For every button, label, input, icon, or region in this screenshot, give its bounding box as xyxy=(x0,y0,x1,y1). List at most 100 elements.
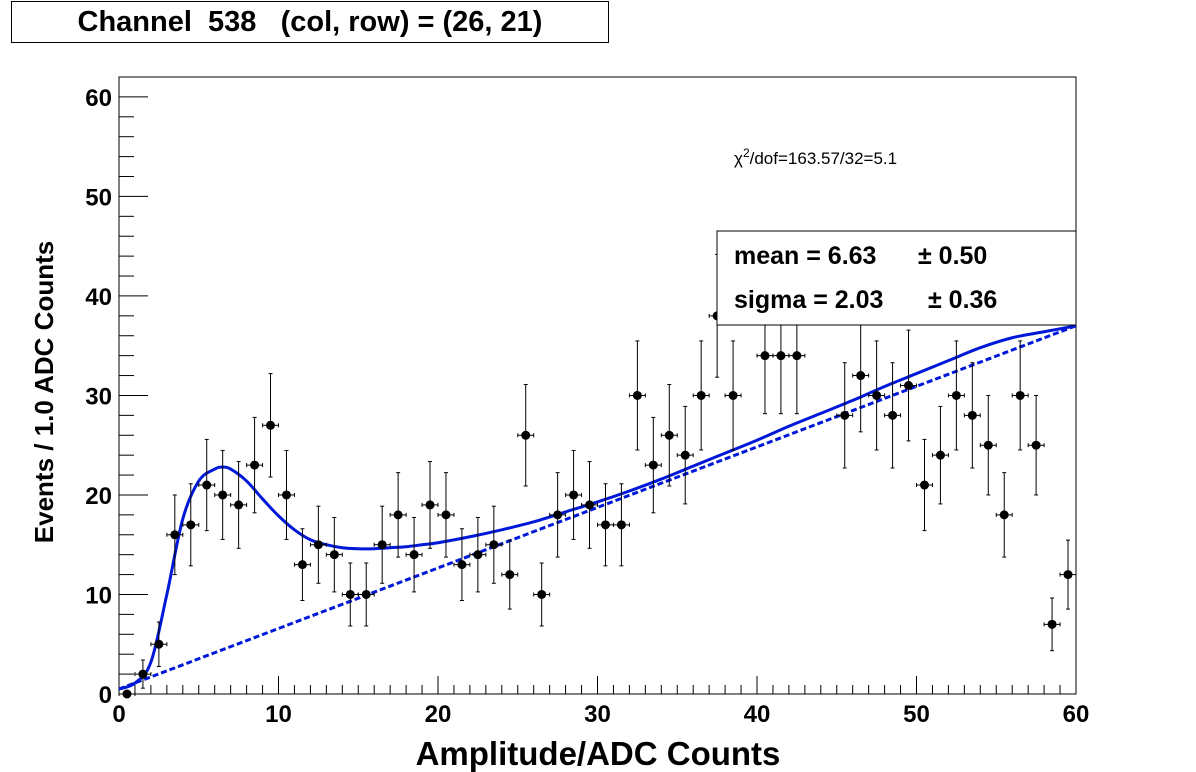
data-point xyxy=(373,505,391,584)
point-marker xyxy=(361,589,371,599)
data-point xyxy=(182,483,200,567)
data-point xyxy=(453,528,471,602)
point-marker xyxy=(776,351,786,361)
point-marker xyxy=(122,689,132,699)
x-tick-label: 30 xyxy=(584,701,611,728)
data-point xyxy=(389,472,407,558)
background-line xyxy=(118,324,1077,691)
data-point xyxy=(485,505,503,584)
data-point xyxy=(198,438,216,532)
point-marker xyxy=(680,450,690,460)
point-marker xyxy=(983,440,993,450)
point-marker xyxy=(632,390,642,400)
data-point xyxy=(230,461,248,549)
chi-superscript: 2 xyxy=(743,146,750,160)
y-tick-label: 10 xyxy=(85,582,112,609)
point-marker xyxy=(489,540,499,550)
data-point xyxy=(565,449,583,540)
point-marker xyxy=(664,430,674,440)
sigma-error: ± 0.36 xyxy=(928,286,997,314)
y-axis-title: Events / 1.0 ADC Counts xyxy=(29,241,59,543)
point-marker xyxy=(999,510,1009,520)
fit-stats-box: mean = 6.63 ± 0.50 sigma = 2.03 ± 0.36 xyxy=(716,230,1077,326)
data-point xyxy=(1027,394,1045,496)
data-point xyxy=(166,494,184,576)
point-marker xyxy=(186,520,196,530)
data-point xyxy=(293,528,311,602)
point-marker xyxy=(696,390,706,400)
data-point xyxy=(947,340,965,451)
data-point xyxy=(325,516,343,593)
sigma-label: sigma = 2.03 xyxy=(734,286,883,314)
data-point xyxy=(150,621,168,667)
point-marker xyxy=(616,520,626,530)
data-point xyxy=(979,394,997,496)
axis-ticks xyxy=(118,76,1077,695)
point-marker xyxy=(600,520,610,530)
data-point xyxy=(692,340,710,451)
data-point xyxy=(836,362,854,469)
y-tick-label: 40 xyxy=(85,284,112,311)
y-tick-label: 20 xyxy=(85,483,112,510)
chi2-annotation: χ2/dof=163.57/32=5.1 xyxy=(734,146,897,168)
point-marker xyxy=(760,351,770,361)
chi-dof-text: /dof=163.57/32=5.1 xyxy=(750,149,897,168)
data-point xyxy=(1011,340,1029,451)
point-marker xyxy=(441,510,451,520)
point-marker xyxy=(1047,619,1057,629)
data-point xyxy=(1059,539,1077,610)
data-point xyxy=(628,340,646,451)
point-marker xyxy=(297,560,307,570)
data-point xyxy=(341,562,359,627)
axis-tick-labels: 0 10 20 30 40 50 60 0 10 20 30 40 50 60 xyxy=(85,85,1089,728)
point-marker xyxy=(218,490,228,500)
x-tick-label: 10 xyxy=(265,701,292,728)
point-marker xyxy=(792,351,802,361)
point-marker xyxy=(1031,440,1041,450)
data-point xyxy=(916,438,933,532)
point-marker xyxy=(281,490,291,500)
data-point xyxy=(852,318,870,433)
point-marker xyxy=(521,430,531,440)
data-point xyxy=(421,461,439,549)
data-point xyxy=(517,384,535,487)
point-marker xyxy=(266,420,276,430)
x-tick-label: 20 xyxy=(425,701,452,728)
data-point xyxy=(533,562,551,627)
point-marker xyxy=(1015,390,1025,400)
data-points xyxy=(118,253,1077,699)
y-tick-label: 50 xyxy=(85,184,112,211)
chart-title: Channel 538 (col, row) = (26, 21) xyxy=(77,5,543,38)
point-marker xyxy=(840,410,850,420)
data-point xyxy=(724,340,742,451)
x-tick-label: 40 xyxy=(744,701,771,728)
data-point xyxy=(309,505,327,584)
data-point xyxy=(676,405,694,505)
data-point xyxy=(437,472,455,558)
point-marker xyxy=(234,500,244,510)
data-point xyxy=(501,539,519,610)
data-point xyxy=(246,416,264,514)
point-marker xyxy=(872,390,882,400)
point-marker xyxy=(313,540,323,550)
point-marker xyxy=(553,510,563,520)
point-marker xyxy=(888,410,898,420)
point-marker xyxy=(951,390,961,400)
data-point xyxy=(900,329,917,442)
point-marker xyxy=(202,480,212,490)
data-point xyxy=(357,562,375,627)
data-point xyxy=(660,384,678,487)
plot-frame xyxy=(118,76,1077,695)
data-point xyxy=(549,472,567,558)
data-point xyxy=(262,373,279,478)
point-marker xyxy=(569,490,579,500)
y-tick-label: 30 xyxy=(85,383,112,410)
mean-label: mean = 6.63 xyxy=(734,242,876,270)
data-point xyxy=(118,689,136,699)
data-point xyxy=(884,362,902,469)
data-point xyxy=(469,516,487,593)
x-tick-label: 50 xyxy=(903,701,930,728)
point-marker xyxy=(425,500,435,510)
stats-box-frame xyxy=(716,230,1077,326)
